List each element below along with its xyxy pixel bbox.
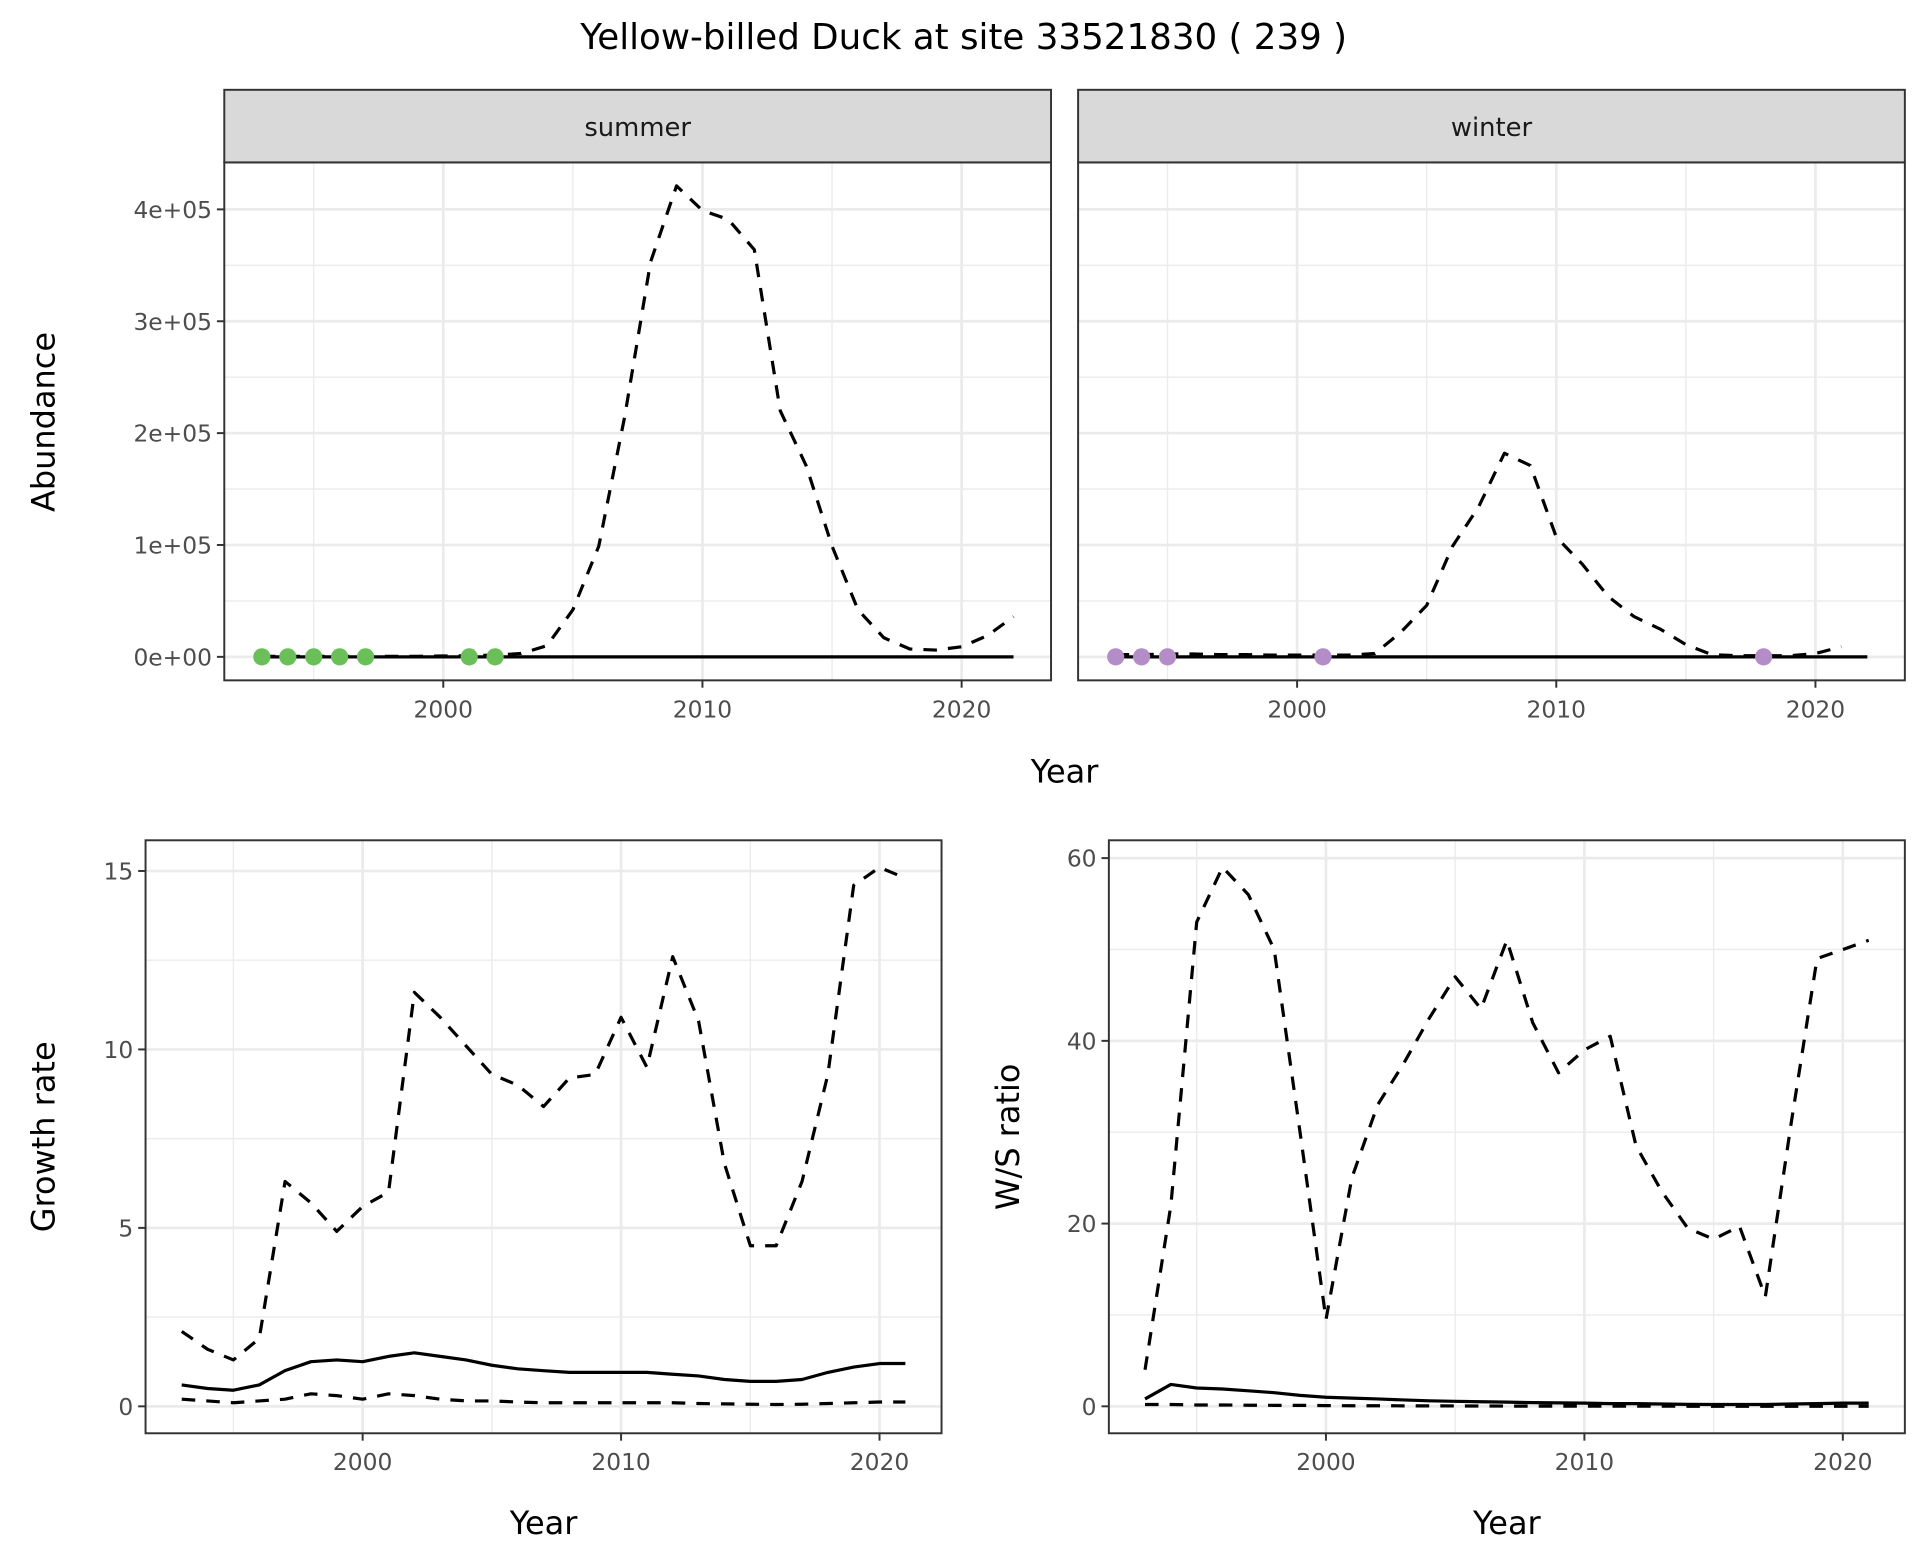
panel-growth-rate: 2000 2010 2020 0 5 10 15 Year Growth rate [25,839,943,1542]
data-point [331,648,349,666]
panel-border [144,839,943,1435]
facet-strip-label: summer [584,113,691,143]
y-tick-label: 15 [104,858,134,886]
x-tick-label: 2010 [1527,695,1586,723]
series-line-upper-dashed [180,865,906,1362]
data-point [486,648,504,666]
figure-title: Yellow-billed Duck at site 33521830 ( 23… [579,17,1347,58]
facet-strip [1077,88,1906,164]
data-point [305,648,323,666]
series-line-lower-dashed [1145,1402,1869,1408]
data-point [1107,648,1125,666]
x-axis-title: Year [509,1504,579,1542]
y-axis-title: W/S ratio [989,1064,1027,1211]
x-tick-label: 2020 [850,1448,909,1476]
y-tick-label: 0e+00 [133,643,212,671]
data-point [1132,648,1151,666]
y-tick-label: 4e+05 [133,196,212,224]
y-tick-label: 0 [1082,1393,1097,1421]
data-point [1314,648,1332,666]
panel-border [1107,839,1906,1435]
x-tick-label: 2000 [1267,695,1326,723]
panel-winter: winter 2000 2010 2020 [1077,88,1906,723]
panel-summer: summer 2000 2010 2020 0e+00 1e+05 2e+05 3e+05 4e… [133,88,1053,723]
y-tick-label: 10 [104,1036,134,1064]
panel-border [1077,161,1906,682]
x-tick-label: 2010 [673,695,732,723]
x-tick-label: 2020 [932,695,991,723]
panel-w-s-ratio: 2000 2010 2020 0 20 40 60 Year W/S ratio [989,839,1906,1542]
data-point [1158,648,1177,666]
y-tick-label: 60 [1067,845,1097,873]
y-tick-label: 20 [1067,1210,1097,1238]
x-tick-label: 2020 [1813,1448,1872,1476]
top-y-axis-title: Abundance [25,332,63,512]
x-tick-label: 2020 [1786,695,1845,723]
y-tick-label: 2e+05 [133,420,212,448]
y-tick-label: 1e+05 [133,532,212,560]
x-tick-label: 2010 [591,1448,650,1476]
series-line-upper-dashed [1143,865,1870,1371]
series-line-mean-solid [181,1351,906,1392]
facet-strip-label: winter [1451,113,1533,143]
panel-border [223,161,1053,682]
series-line-estimate-dashed [1115,451,1842,658]
data-point [279,648,297,666]
series-line-mean-solid [1144,1382,1869,1407]
data-point [356,648,375,666]
series-line-lower-dashed [181,1392,906,1407]
y-tick-label: 5 [118,1214,133,1242]
x-tick-label: 2000 [1296,1448,1355,1476]
x-axis-title: Year [1472,1504,1542,1542]
x-tick-label: 2000 [333,1448,392,1476]
y-tick-label: 40 [1067,1027,1097,1055]
x-tick-label: 2000 [414,695,473,723]
y-tick-label: 0 [118,1393,133,1421]
top-x-axis-title: Year [1030,752,1100,790]
y-tick-label: 3e+05 [133,308,212,336]
data-point [253,648,271,666]
data-point [460,648,478,666]
facet-strip [223,88,1053,164]
y-axis-title: Growth rate [25,1041,63,1232]
series-line-estimate-dashed [261,184,1015,658]
x-tick-label: 2010 [1555,1448,1614,1476]
data-point [1754,648,1773,666]
